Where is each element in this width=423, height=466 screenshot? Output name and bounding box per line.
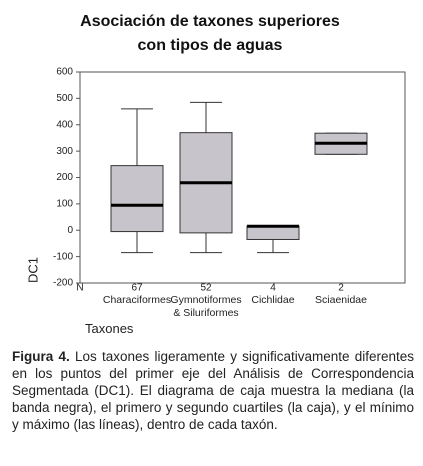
y-tick-label: -100 — [53, 251, 73, 262]
caption-text: Los taxones ligeramente y significativam… — [12, 349, 414, 432]
y-axis-label: DC1 — [25, 257, 40, 283]
caption-label: Figura 4. — [12, 349, 70, 364]
caption: Figura 4. Los taxones ligeramente y sign… — [12, 348, 414, 433]
box — [246, 225, 300, 240]
y-tick-label: 500 — [56, 93, 73, 104]
y-tick-label: 600 — [56, 67, 73, 78]
n-count: 2 — [338, 283, 344, 294]
chart-title: Asociación de taxones superiores con tip… — [80, 13, 340, 54]
box — [110, 165, 164, 233]
n-count: 67 — [131, 283, 143, 294]
n-label: N — [76, 283, 83, 294]
y-tick-label: 0 — [67, 225, 73, 236]
n-count: 52 — [200, 283, 212, 294]
y-tick-label: 100 — [56, 199, 73, 210]
n-count: 4 — [270, 283, 276, 294]
y-tick-label: 400 — [56, 119, 73, 130]
y-tick-label: -200 — [53, 278, 73, 289]
x-tick-label: Sciaenidae — [315, 294, 367, 306]
x-tick-label: Gymnotiformes & Siluriformes — [170, 294, 242, 319]
y-tick-label: 200 — [56, 172, 73, 183]
y-tick-label: 300 — [56, 146, 73, 157]
x-tick-label: Cichlidae — [251, 294, 295, 306]
x-axis-label: Taxones — [85, 321, 134, 336]
x-tick-label: Characiformes — [102, 294, 172, 306]
